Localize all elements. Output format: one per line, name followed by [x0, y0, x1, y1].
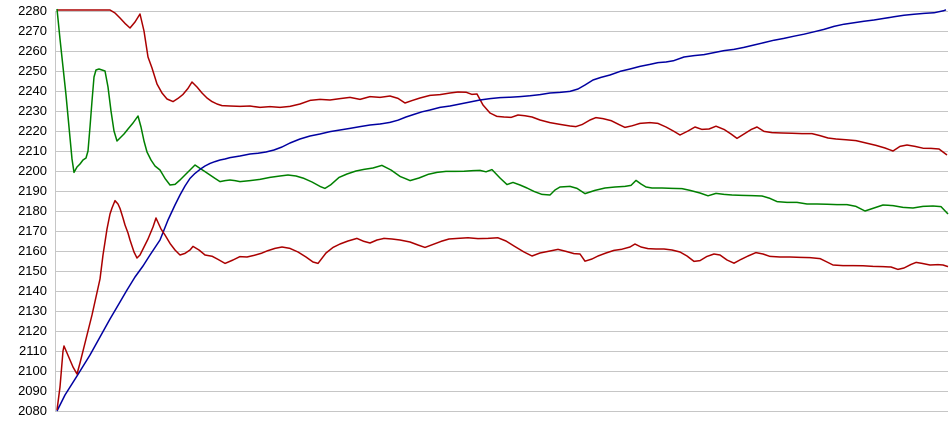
y-axis-label: 2190 — [18, 183, 47, 198]
blue-line — [56, 9, 947, 412]
y-axis-label: 2180 — [18, 203, 47, 218]
y-axis-label: 2270 — [18, 23, 47, 38]
green-line — [56, 8, 949, 215]
y-axis-label: 2240 — [18, 83, 47, 98]
upper-red-line — [57, 9, 948, 156]
y-axis-label: 2100 — [18, 363, 47, 378]
y-axis-label: 2280 — [18, 3, 47, 18]
y-axis-label: 2140 — [18, 283, 47, 298]
y-axis-label: 2220 — [18, 123, 47, 138]
y-axis-label: 2230 — [18, 103, 47, 118]
y-axis-label: 2160 — [18, 243, 47, 258]
y-axis-label: 2120 — [18, 323, 47, 338]
series-layer — [56, 8, 949, 412]
y-axis-label: 2210 — [18, 143, 47, 158]
y-axis-label: 2200 — [18, 163, 47, 178]
grid-layer — [55, 11, 948, 412]
y-axis-label: 2110 — [19, 343, 47, 358]
y-axis-label: 2250 — [18, 63, 47, 78]
lower-red-line — [56, 199, 949, 411]
y-axis-label: 2130 — [18, 303, 47, 318]
y-axis-label: 2090 — [18, 383, 47, 398]
y-axis-label: 2150 — [18, 263, 47, 278]
y-axis-label: 2260 — [18, 43, 47, 58]
y-axis-label: 2170 — [18, 223, 47, 238]
y-axis-label: 2080 — [18, 403, 47, 418]
y-axis-labels: 2280 2270 2260 2250 2240 2230 2220 2210 2200 2190… — [18, 3, 47, 418]
